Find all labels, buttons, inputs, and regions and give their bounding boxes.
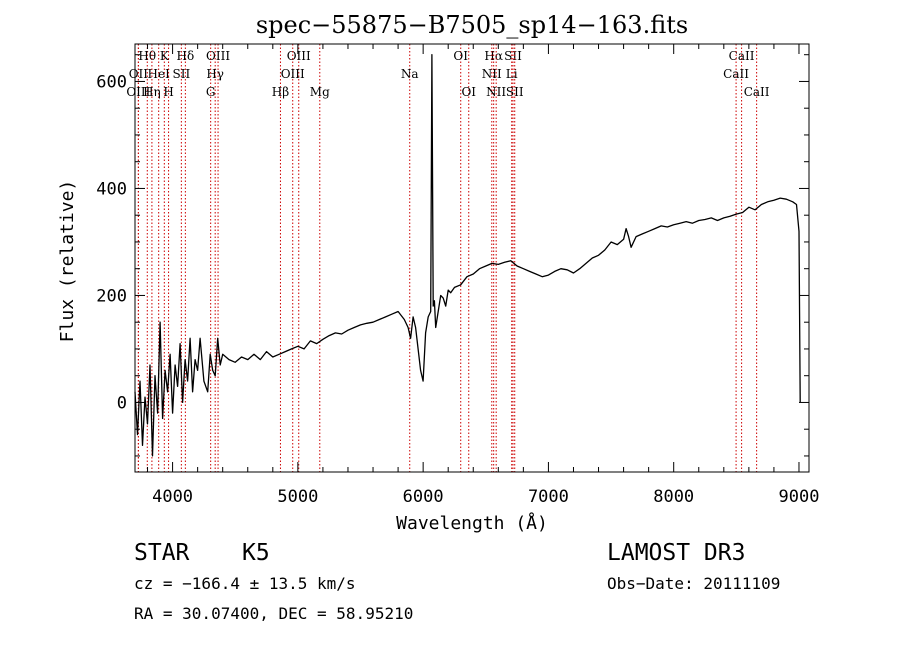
y-tick-label: 400 [96, 179, 127, 199]
marker-label-21: G [206, 85, 216, 99]
marker-label-9: OII [129, 67, 149, 81]
y-axis-label: Flux (relative) [57, 180, 78, 343]
marker-label-3: OIII [206, 49, 230, 63]
marker-label-8: CaII [729, 49, 755, 63]
marker-label-10: HeI [148, 67, 171, 81]
marker-label-19: Hη [143, 85, 161, 99]
marker-label-11: SII [173, 67, 191, 81]
marker-label-14: Na [401, 67, 419, 81]
x-axis: 4000 5000 6000 7000 8000 9000 [147, 44, 820, 507]
x-tick-label: 9000 [779, 487, 820, 507]
x-axis-label: Wavelength (Å) [396, 512, 548, 534]
x-tick-label: 8000 [653, 487, 694, 507]
marker-label-26: SII [506, 85, 524, 99]
marker-label-15: NII [482, 67, 502, 81]
marker-label-12: Hγ [206, 67, 224, 81]
marker-label-17: CaII [723, 67, 749, 81]
marker-label-16: Li [506, 67, 518, 81]
spectrum-line [134, 54, 801, 457]
coordinates: RA = 30.07400, DEC = 58.95210 [134, 604, 414, 623]
marker-label-6: Hα [484, 49, 503, 63]
object-subclass: K5 [242, 540, 270, 566]
object-class: STAR [134, 540, 190, 566]
marker-label-20: H [163, 85, 173, 99]
survey-name: LAMOST DR3 [607, 540, 746, 566]
marker-label-22: Hβ [272, 85, 289, 99]
y-tick-label: 600 [96, 72, 127, 92]
marker-label-25: NII [486, 85, 506, 99]
marker-label-13: OIII [281, 67, 305, 81]
x-tick-label: 6000 [403, 487, 444, 507]
marker-label-1: K [160, 49, 170, 63]
marker-label-2: Hδ [177, 49, 195, 63]
marker-label-23: Mg [310, 85, 330, 99]
y-axis: 0 200 400 600 [96, 54, 809, 457]
observation-date: Obs−Date: 20111109 [607, 574, 781, 593]
marker-label-4: OIII [287, 49, 311, 63]
x-tick-label: 5000 [277, 487, 318, 507]
y-tick-label: 0 [117, 393, 127, 413]
x-tick-label: 4000 [152, 487, 193, 507]
chart-title: spec−55875−B7505_sp14−163.fits [256, 11, 688, 39]
marker-label-18: OIII [126, 85, 150, 99]
marker-label-0: Hθ [138, 49, 156, 63]
y-tick-label: 200 [96, 286, 127, 306]
marker-label-24: OI [461, 85, 476, 99]
marker-label-27: CaII [744, 85, 770, 99]
marker-label-5: OI [453, 49, 468, 63]
marker-label-7: SII [504, 49, 522, 63]
x-tick-label: 7000 [528, 487, 569, 507]
plot-frame [134, 43, 810, 473]
redshift-info: cz = −166.4 ± 13.5 km/s [134, 574, 356, 593]
